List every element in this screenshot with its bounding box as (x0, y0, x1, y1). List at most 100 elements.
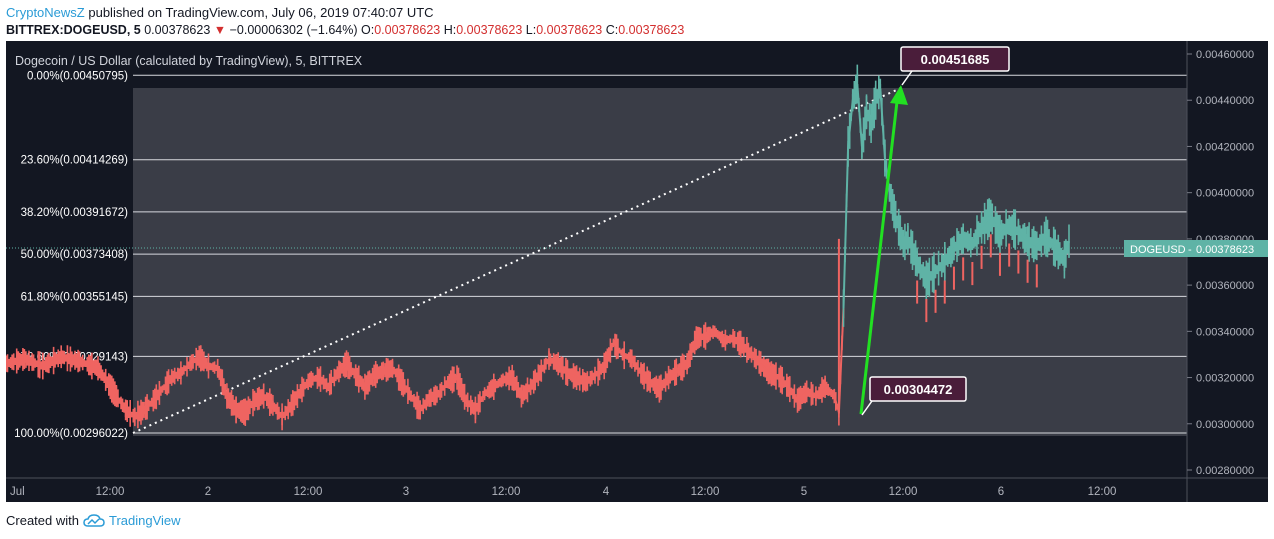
price-segment-trend (345, 363, 357, 376)
price-segment-trend (161, 376, 173, 390)
price-segment-trend (1054, 247, 1066, 261)
price-segment-trend (244, 400, 256, 413)
ohlc-line: BITTREX:DOGEUSD, 5 0.00378623 ▼ −0.00006… (6, 22, 684, 38)
price-segment-trend (640, 372, 651, 383)
price-segment-trend (815, 386, 826, 397)
annotation-low: 0.00304472 (861, 376, 967, 416)
open-value: 0.00378623 (374, 23, 441, 37)
footer: Created with TradingView (6, 513, 181, 529)
price-series (6, 64, 1070, 431)
price-chart[interactable]: 0.00%(0.00450795) 23.60%(0.00414269) 38.20… (6, 41, 1268, 502)
price-segment-trend (842, 146, 850, 309)
price-segment-trend (769, 372, 780, 379)
high-value: 0.00378623 (456, 23, 523, 37)
down-arrow-icon: ▼ (213, 23, 227, 37)
svg-text:-: - (1188, 244, 1192, 256)
price-segment-trend (1017, 231, 1029, 242)
price-segment-trend (502, 376, 513, 381)
price-segment-trend (60, 355, 80, 363)
price-axis: 0.00280000 0.00300000 0.00320000 0.00340000… (1187, 49, 1254, 477)
price-segment-trend (705, 330, 716, 337)
price-segment-trend (254, 395, 265, 402)
current-price-symbol: DOGEUSD (1130, 244, 1186, 256)
time-axis: Jul 12:00 2 12:00 3 12:00 4 12:00 5 12:00 6 12:00 (10, 486, 1116, 498)
price-segment-trend (327, 372, 339, 388)
price-segment-trend (1008, 224, 1019, 233)
y-tick-label: 0.00440000 (1196, 95, 1254, 107)
created-with-label: Created with (6, 513, 79, 528)
price-segment-trend (79, 360, 99, 370)
fib-level-label: 0.00%(0.00450795) (27, 70, 128, 82)
close-value: 0.00378623 (618, 23, 685, 37)
price-segment-trend (713, 330, 725, 342)
price-segment-trend (511, 377, 523, 397)
publish-info: published on TradingView.com, July 06, 2… (84, 5, 434, 20)
y-tick-label: 0.00460000 (1196, 49, 1254, 61)
price-segment-trend (474, 393, 486, 411)
green-arrow-head (890, 85, 908, 105)
price-segment-trend (456, 377, 468, 402)
price-segment-trend (6, 358, 25, 365)
price-segment-trend (1027, 240, 1038, 247)
price-segment-trend (557, 362, 569, 374)
price-segment-trend (1036, 235, 1047, 247)
current-price-value: 0.00378623 (1196, 244, 1254, 256)
price-segment-trend (208, 365, 218, 370)
fib-level-label: 61.80%(0.00355145) (21, 291, 129, 303)
price-segment-trend (262, 395, 274, 406)
price-segment-trend (759, 362, 771, 374)
price-segment-trend (125, 409, 136, 418)
annotation-high: 0.00451685 (900, 46, 1010, 86)
price-segment-trend (97, 367, 109, 383)
x-tick-label: 6 (998, 486, 1004, 498)
price-segment-trend (235, 408, 246, 414)
x-tick-label: 3 (403, 486, 409, 498)
price-segment-trend (548, 358, 559, 365)
x-tick-label: 4 (603, 486, 610, 498)
price-segment-trend (216, 367, 228, 397)
price-segment-trend (391, 367, 403, 383)
price-segment-trend (42, 355, 62, 367)
low-label: L: (525, 23, 537, 37)
price-segment-trend (318, 376, 329, 388)
price-segment-trend (483, 386, 495, 395)
green-arrow-line (859, 92, 900, 415)
x-tick-label: 12:00 (1088, 486, 1117, 498)
price-segment-trend (226, 395, 237, 411)
symbol-label: BITTREX:DOGEUSD, 5 (6, 23, 141, 37)
price-segment-trend (529, 372, 541, 388)
close-label: C: (605, 23, 619, 37)
annotation-high-text: 0.00451685 (921, 52, 990, 67)
author-link[interactable]: CryptoNewsZ (6, 5, 85, 20)
price-segment-trend (290, 390, 302, 406)
y-tick-label: 0.00340000 (1196, 326, 1254, 338)
tradingview-brand[interactable]: TradingView (108, 513, 181, 528)
fib-level-label: 100.00%(0.00296022) (14, 428, 128, 440)
price-segment-trend (106, 381, 118, 397)
price-segment-trend (447, 376, 458, 384)
price-segment-trend (668, 369, 679, 379)
x-tick-label: Jul (10, 486, 25, 498)
price-segment-trend (428, 392, 440, 400)
price-segment-trend (585, 374, 596, 383)
fib-level-label: 38.20%(0.00391672) (21, 207, 129, 219)
price-segment-trend (180, 362, 191, 374)
price-segment-trend (980, 215, 992, 228)
price-segment-trend (437, 381, 449, 395)
price-segment-trend (622, 353, 633, 360)
price-segment-trend (962, 237, 973, 245)
price-segment-trend (916, 261, 928, 281)
price-segment-trend (400, 381, 412, 397)
green-arrow (859, 85, 908, 415)
fib-level-label: 23.60%(0.00414269) (21, 155, 129, 167)
last-price: 0.00378623 (144, 23, 211, 37)
price-segment-trend (631, 358, 642, 374)
price-segment-trend (686, 337, 698, 365)
x-tick-label: 2 (205, 486, 211, 498)
y-tick-label: 0.00320000 (1196, 373, 1254, 385)
price-segment-trend (594, 365, 605, 376)
price-segment-trend (281, 404, 293, 418)
price-segment-trend (999, 224, 1010, 235)
x-tick-label: 12:00 (691, 486, 720, 498)
price-segment-trend (723, 337, 734, 342)
